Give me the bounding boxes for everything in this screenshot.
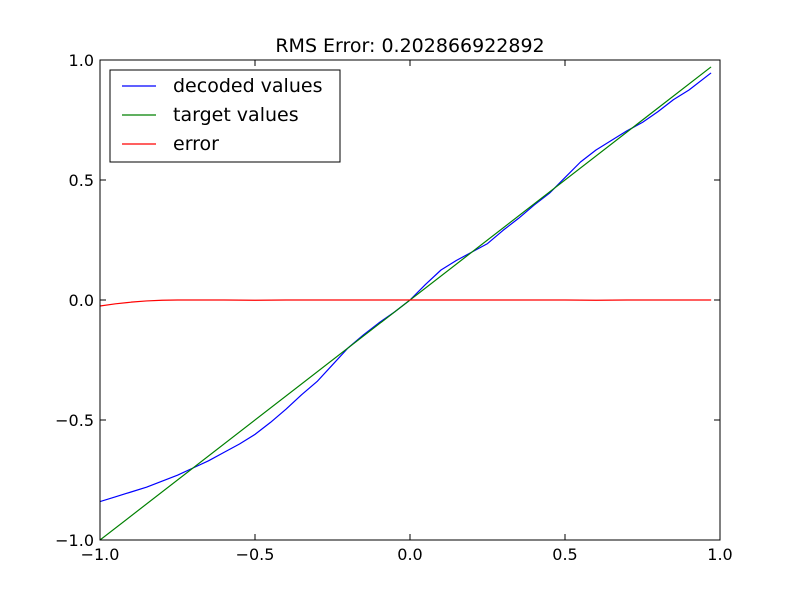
x-tick-label: 0.0: [397, 545, 422, 564]
legend-label-0: decoded values: [173, 75, 322, 97]
chart-title: RMS Error: 0.202866922892: [275, 35, 544, 57]
series-layer: [100, 66, 712, 540]
y-tick-label: 1.0: [69, 51, 94, 70]
series-line-2: [100, 299, 712, 307]
x-tick-label: 0.5: [552, 545, 577, 564]
y-tick-label: −1.0: [55, 531, 94, 550]
y-tick-label: −0.5: [55, 411, 94, 430]
x-tick-label: −0.5: [236, 545, 275, 564]
legend: decoded values target values error: [109, 69, 341, 163]
y-tick-label: 0.0: [69, 291, 94, 310]
legend-label-1: target values: [173, 104, 299, 126]
ticks-layer: −1.0 −0.5 0.0 0.5 1.0 −1.0 −0.5 0.0 0.5 1.0: [55, 51, 733, 564]
legend-label-2: error: [173, 133, 219, 155]
legend-box: [109, 69, 341, 163]
y-tick-label: 0.5: [69, 171, 94, 190]
series-line-1: [100, 66, 712, 540]
x-tick-label: 1.0: [707, 545, 732, 564]
x-tick-label: −1.0: [81, 545, 120, 564]
